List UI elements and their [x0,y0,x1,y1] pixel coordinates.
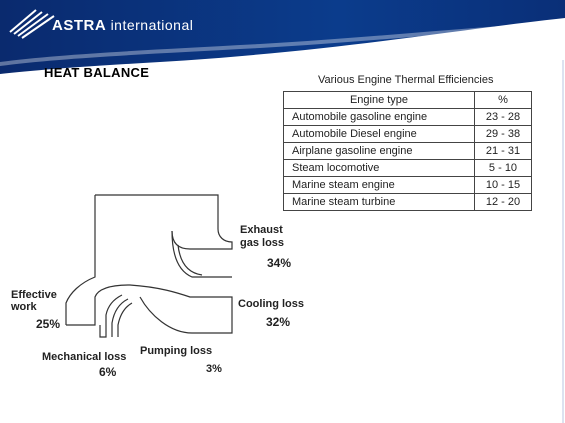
mechanical-value: 6% [99,365,117,379]
table-row: Airplane gasoline engine 21 - 31 [283,142,532,160]
pumping-loss-outline [111,298,129,337]
column-header-engine-type: Engine type [283,91,475,109]
percent-cell: 29 - 38 [474,125,532,143]
effective-label-1: Effective [11,289,57,301]
heat-balance-diagram [65,194,233,338]
efficiency-table: Engine type % Automobile gasoline engine… [283,91,532,211]
pumping-value: 3% [206,363,222,375]
percent-cell: 23 - 28 [474,108,532,126]
pumping-label: Pumping loss [140,345,213,357]
table-title: Various Engine Thermal Efficiencies [318,74,494,86]
column-header-percent: % [474,91,532,109]
table-row: Marine steam turbine 12 - 20 [283,193,532,211]
percent-cell: 21 - 31 [474,142,532,160]
engine-type-cell: Marine steam engine [283,176,475,194]
brand-bold: ASTRA [52,17,107,34]
exhaust-value: 34% [267,256,292,270]
exhaust-flow-outline [171,230,232,278]
right-edge-rule [562,60,564,423]
percent-cell: 5 - 10 [474,159,532,177]
cooling-value: 32% [266,315,291,329]
diagram-inlet-outline [95,194,233,250]
table-row: Automobile Diesel engine 29 - 38 [283,125,532,143]
brand-light: international [110,17,194,33]
engine-type-cell: Automobile Diesel engine [283,125,475,143]
effective-label-2: work [11,301,37,313]
header-wave-graphic [0,0,565,74]
percent-cell: 12 - 20 [474,193,532,211]
effective-value: 25% [36,317,61,331]
exhaust-label-2: gas loss [240,237,285,249]
header-band: ASTRA international [0,0,565,75]
brand-name: ASTRA international [52,17,193,34]
table-row: Steam locomotive 5 - 10 [283,159,532,177]
diagram-left-outline [65,195,96,325]
engine-type-cell: Automobile gasoline engine [283,108,475,126]
mechanical-label: Mechanical loss [42,351,127,363]
cooling-flow-outline [129,284,233,334]
table-row: Automobile gasoline engine 23 - 28 [283,108,532,126]
astra-logo-icon [9,9,55,39]
exhaust-label-1: Exhaust [240,224,283,236]
engine-type-cell: Steam locomotive [283,159,475,177]
table-row: Marine steam engine 10 - 15 [283,176,532,194]
engine-type-cell: Airplane gasoline engine [283,142,475,160]
cooling-label: Cooling loss [238,298,304,310]
mechanical-loss-outline [99,294,123,338]
effective-work-outline [66,284,131,326]
exhaust-flow-inner [177,244,203,276]
percent-cell: 10 - 15 [474,176,532,194]
page-title: HEAT BALANCE [44,65,150,80]
table-header-row: Engine type % [283,91,532,109]
